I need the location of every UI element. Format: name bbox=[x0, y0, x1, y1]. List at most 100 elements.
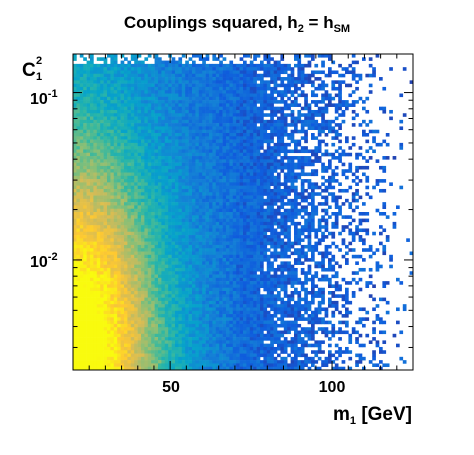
heatmap-cell bbox=[124, 175, 128, 180]
heatmap-cell bbox=[249, 281, 254, 285]
heatmap-cell bbox=[137, 258, 142, 262]
heatmap-cell bbox=[178, 113, 183, 117]
heatmap-cell bbox=[127, 205, 132, 210]
heatmap-cell bbox=[215, 248, 220, 252]
heatmap-cell bbox=[83, 238, 87, 242]
heatmap-cell bbox=[178, 281, 183, 285]
heatmap-cell bbox=[178, 337, 183, 341]
heatmap-cell bbox=[130, 109, 135, 114]
heatmap-cell bbox=[141, 139, 145, 144]
heatmap-cell bbox=[158, 109, 162, 114]
heatmap-cell bbox=[120, 251, 125, 256]
heatmap-cell bbox=[205, 86, 210, 91]
heatmap-cell bbox=[100, 225, 104, 229]
heatmap-cell bbox=[219, 169, 223, 173]
heatmap-cell bbox=[171, 208, 176, 213]
heatmap-cell bbox=[222, 156, 227, 160]
heatmap-cell bbox=[212, 215, 217, 219]
heatmap-cell bbox=[79, 221, 84, 226]
heatmap-cell bbox=[144, 294, 149, 298]
heatmap-cell bbox=[76, 103, 81, 107]
heatmap-cell bbox=[100, 77, 104, 81]
heatmap-cell bbox=[73, 129, 77, 134]
heatmap-cell bbox=[147, 340, 152, 344]
heatmap-cell bbox=[243, 83, 247, 88]
heatmap-cell bbox=[188, 291, 193, 295]
heatmap-cell bbox=[79, 63, 84, 68]
heatmap-cell bbox=[127, 126, 132, 131]
heatmap-cell bbox=[137, 218, 142, 223]
heatmap-cell bbox=[137, 356, 142, 361]
heatmap-cell bbox=[161, 126, 166, 131]
heatmap-cell bbox=[232, 208, 237, 213]
heatmap-cell bbox=[246, 228, 251, 233]
heatmap-cell bbox=[100, 133, 104, 137]
heatmap-cell bbox=[239, 188, 244, 193]
heatmap-cell bbox=[93, 251, 98, 256]
heatmap-cell bbox=[134, 100, 138, 104]
heatmap-cell bbox=[100, 343, 104, 348]
heatmap-cell bbox=[232, 136, 237, 140]
heatmap-cell bbox=[73, 185, 77, 190]
heatmap-cell bbox=[144, 156, 149, 160]
heatmap-cell bbox=[246, 267, 251, 272]
heatmap-cell bbox=[96, 175, 101, 180]
heatmap-cell bbox=[120, 129, 125, 134]
heatmap-cell bbox=[202, 67, 206, 71]
heatmap-cell bbox=[239, 109, 244, 114]
heatmap-cell bbox=[192, 142, 196, 147]
heatmap-cell bbox=[168, 281, 172, 285]
heatmap-cell bbox=[168, 142, 172, 147]
heatmap-cell bbox=[79, 205, 84, 210]
heatmap-cell bbox=[168, 136, 172, 140]
heatmap-cell bbox=[124, 281, 128, 285]
heatmap-cell bbox=[158, 63, 162, 68]
heatmap-cell bbox=[107, 248, 111, 252]
heatmap-cell bbox=[130, 215, 135, 219]
heatmap-cell bbox=[134, 327, 138, 331]
heatmap-cell bbox=[205, 100, 210, 104]
heatmap-cell bbox=[188, 251, 193, 256]
heatmap-cell bbox=[222, 57, 227, 61]
heatmap-cell bbox=[76, 277, 81, 282]
heatmap-cell bbox=[83, 360, 87, 364]
heatmap-cell bbox=[175, 146, 179, 150]
heatmap-cell bbox=[93, 165, 98, 170]
heatmap-cell bbox=[90, 294, 94, 298]
heatmap-cell bbox=[83, 215, 87, 219]
heatmap-cell bbox=[120, 133, 125, 137]
heatmap-cell bbox=[175, 310, 179, 315]
heatmap-cell bbox=[147, 327, 152, 331]
heatmap-cell bbox=[205, 327, 210, 331]
heatmap-cell bbox=[202, 182, 206, 186]
heatmap-cell bbox=[90, 215, 94, 219]
heatmap-cell bbox=[181, 277, 186, 282]
heatmap-cell bbox=[226, 70, 230, 75]
heatmap-cell bbox=[181, 251, 186, 256]
heatmap-cell bbox=[232, 225, 237, 229]
heatmap-cell bbox=[103, 172, 108, 177]
heatmap-cell bbox=[110, 54, 115, 58]
heatmap-cell bbox=[103, 195, 108, 200]
heatmap-cell bbox=[175, 264, 179, 269]
heatmap-cell bbox=[202, 258, 206, 262]
heatmap-cell bbox=[222, 294, 227, 298]
heatmap-cell bbox=[239, 133, 244, 137]
heatmap-cell bbox=[96, 235, 101, 239]
heatmap-cell bbox=[124, 83, 128, 88]
heatmap-cell bbox=[113, 254, 118, 259]
heatmap-cell bbox=[175, 297, 179, 302]
heatmap-cell bbox=[185, 77, 189, 81]
heatmap-cell bbox=[164, 77, 169, 81]
heatmap-cell bbox=[107, 294, 111, 298]
heatmap-cell bbox=[127, 304, 132, 308]
heatmap-cell bbox=[103, 90, 108, 94]
heatmap-cell bbox=[158, 317, 162, 321]
heatmap-cell bbox=[79, 103, 84, 107]
heatmap-cell bbox=[188, 360, 193, 364]
heatmap-cell bbox=[147, 93, 152, 98]
heatmap-cell bbox=[110, 198, 115, 203]
heatmap-cell bbox=[188, 192, 193, 196]
heatmap-cell bbox=[168, 100, 172, 104]
heatmap-cell bbox=[205, 159, 210, 163]
